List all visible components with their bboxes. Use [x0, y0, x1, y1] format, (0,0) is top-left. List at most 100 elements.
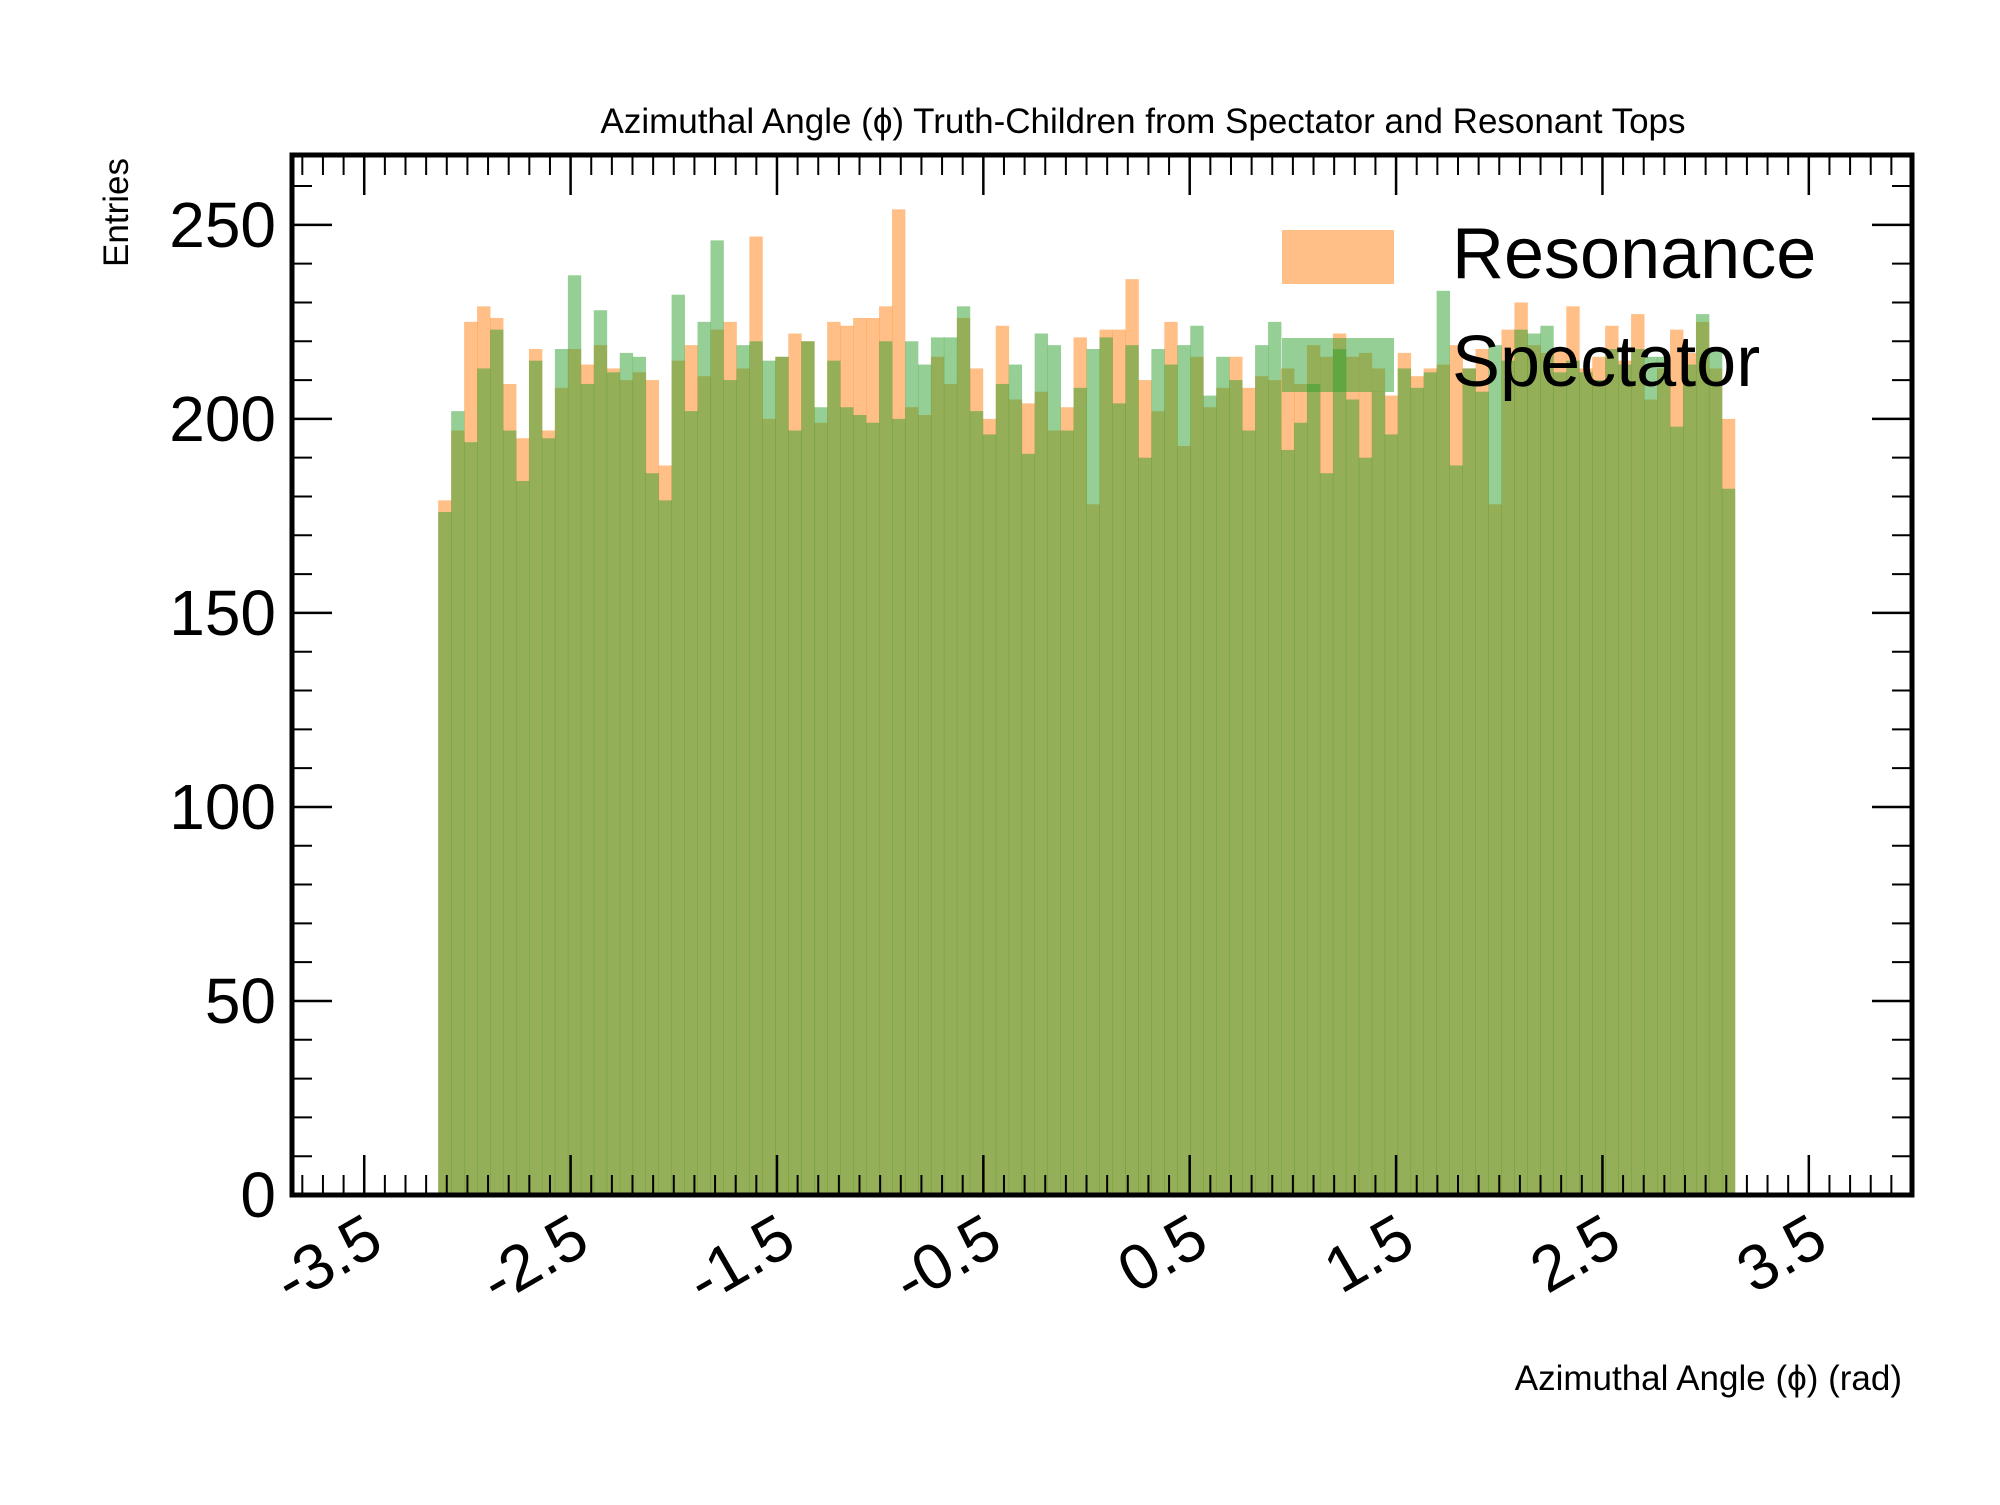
bar — [697, 321, 711, 1195]
bar — [801, 341, 815, 1195]
bar — [982, 434, 997, 1195]
bar — [930, 337, 945, 1195]
bar — [490, 329, 504, 1195]
bar — [1293, 422, 1308, 1195]
bar — [904, 341, 919, 1195]
bar — [1682, 364, 1697, 1195]
y-tick-label: 150 — [169, 577, 276, 649]
x-tick-label: 3.5 — [1725, 1200, 1838, 1307]
bar — [1073, 387, 1087, 1196]
bar — [1605, 349, 1619, 1195]
bar — [1501, 360, 1515, 1195]
y-tick-label: 200 — [169, 383, 276, 455]
bar — [619, 352, 634, 1195]
bar — [1410, 387, 1425, 1196]
x-tick-label: 0.5 — [1106, 1200, 1219, 1307]
bar — [528, 360, 543, 1195]
bar — [1423, 372, 1438, 1195]
bar — [840, 407, 854, 1195]
bar — [1644, 356, 1658, 1195]
bar — [1553, 372, 1567, 1195]
bar — [477, 368, 491, 1195]
bar — [1436, 290, 1450, 1195]
bar — [515, 480, 530, 1196]
x-tick-label: -3.5 — [262, 1200, 394, 1317]
bar — [1190, 325, 1204, 1195]
bar — [1332, 349, 1347, 1195]
bar — [1151, 349, 1165, 1195]
bar — [541, 438, 556, 1195]
bar — [917, 364, 932, 1195]
bar — [1268, 321, 1282, 1195]
y-tick-label: 100 — [169, 771, 276, 843]
legend-swatch-spectator — [1282, 338, 1394, 392]
bar — [1475, 391, 1489, 1196]
bar — [1449, 465, 1463, 1195]
bar — [1358, 457, 1373, 1195]
bar — [1008, 364, 1023, 1195]
bar — [1670, 426, 1684, 1195]
bars-layer — [438, 209, 1736, 1196]
series-spectator — [438, 240, 1736, 1196]
bar — [1060, 430, 1074, 1195]
bar — [1164, 364, 1178, 1195]
bar — [969, 411, 984, 1195]
bar — [632, 356, 647, 1195]
bar — [1216, 356, 1230, 1195]
bar — [879, 341, 893, 1195]
bar — [606, 372, 621, 1195]
bar — [1034, 333, 1049, 1195]
bar — [749, 341, 763, 1195]
bar — [1345, 399, 1360, 1196]
bar — [723, 380, 737, 1195]
bar — [451, 411, 465, 1195]
bar — [814, 407, 828, 1195]
bar — [1397, 368, 1412, 1195]
x-tick-label: -2.5 — [468, 1200, 600, 1317]
y-tick-label: 250 — [169, 189, 276, 261]
x-tick-label: -0.5 — [881, 1200, 1013, 1317]
legend-swatch-resonance — [1282, 230, 1394, 284]
x-tick-label: -1.5 — [674, 1200, 806, 1317]
legend: Resonance Spectator — [1282, 214, 1816, 402]
bar — [866, 422, 880, 1195]
bar — [464, 442, 478, 1195]
bar — [1371, 391, 1386, 1196]
bar — [1708, 349, 1723, 1195]
y-tick-label: 50 — [205, 965, 276, 1037]
bar — [1281, 449, 1295, 1195]
bar — [1514, 329, 1528, 1195]
y-axis-label: Entries — [97, 158, 136, 267]
bar — [788, 430, 802, 1195]
bar — [1306, 383, 1321, 1196]
bar — [943, 337, 958, 1195]
bar — [1721, 488, 1736, 1196]
x-tick-label: 1.5 — [1312, 1200, 1425, 1307]
bar — [1695, 314, 1710, 1196]
bar — [1047, 345, 1061, 1195]
bar — [827, 360, 841, 1195]
bar — [554, 349, 569, 1195]
bar — [1462, 368, 1476, 1195]
bar — [1384, 434, 1399, 1195]
chart-title: Azimuthal Angle (ϕ) Truth-Children from … — [600, 102, 1685, 141]
bar — [762, 360, 776, 1195]
bar — [1112, 403, 1126, 1195]
bar — [1099, 337, 1113, 1195]
bar — [1086, 349, 1100, 1195]
bar — [658, 500, 672, 1195]
legend-label-resonance: Resonance — [1452, 214, 1816, 294]
bar — [1177, 345, 1191, 1195]
bar — [1631, 349, 1645, 1195]
x-axis-label: Azimuthal Angle (ϕ) (rad) — [1515, 1359, 1902, 1398]
bar — [1566, 360, 1580, 1195]
bar — [1242, 430, 1256, 1195]
bar — [671, 294, 685, 1195]
bar — [1255, 345, 1269, 1195]
y-tick-label: 0 — [240, 1159, 276, 1231]
bar — [1021, 453, 1036, 1195]
bar — [567, 275, 582, 1195]
bar — [1229, 380, 1243, 1195]
